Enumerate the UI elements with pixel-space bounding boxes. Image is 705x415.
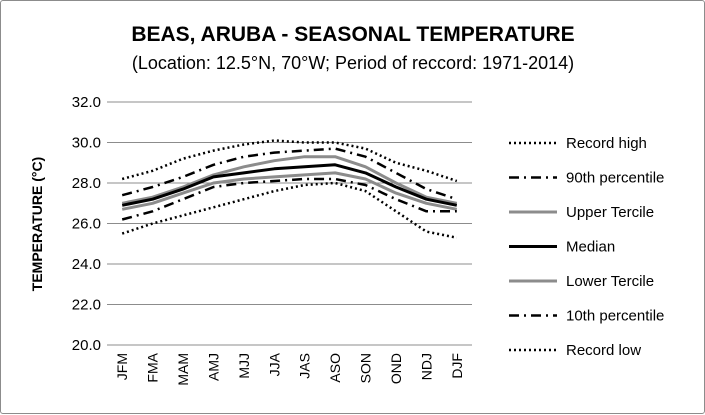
legend-label: 90th percentile bbox=[566, 170, 664, 187]
series-line-median bbox=[121, 163, 458, 207]
y-tick-label: 20.0 bbox=[72, 337, 101, 354]
x-tick-label: MAM bbox=[175, 353, 191, 386]
x-tick-label: MJJ bbox=[236, 353, 252, 379]
x-tick-label: DJF bbox=[449, 353, 465, 379]
legend-label: Lower Tercile bbox=[566, 273, 654, 290]
legend-label: Record high bbox=[566, 135, 647, 152]
y-tick-label: 28.0 bbox=[72, 175, 101, 192]
chart-title: BEAS, ARUBA - SEASONAL TEMPERATURE bbox=[131, 23, 574, 46]
legend-label: Upper Tercile bbox=[566, 204, 654, 221]
legend-label: Median bbox=[566, 239, 615, 256]
y-tick-label: 26.0 bbox=[72, 216, 101, 233]
x-tick-label: FMA bbox=[145, 352, 161, 382]
y-axis-ticks: 20.0 22.0 24.0 26.0 28.0 30.0 32.0 bbox=[72, 94, 101, 354]
y-tick-label: 24.0 bbox=[72, 256, 101, 273]
plot-series bbox=[121, 139, 458, 239]
legend-label: 10th percentile bbox=[566, 308, 664, 325]
x-tick-label: JAS bbox=[297, 353, 313, 379]
y-axis-label: TEMPERATURE (°C) bbox=[29, 157, 45, 291]
series-line-upper-tercile bbox=[121, 155, 458, 205]
y-tick-label: 22.0 bbox=[72, 297, 101, 314]
series-line-10th-percentile bbox=[121, 177, 457, 221]
x-tick-label: OND bbox=[388, 353, 404, 384]
x-tick-label: AMJ bbox=[205, 353, 221, 381]
series-line-90th-percentile bbox=[121, 147, 458, 201]
x-tick-label: ASO bbox=[327, 353, 343, 383]
legend-label: Record low bbox=[566, 342, 641, 359]
series-line-lower-tercile bbox=[121, 171, 458, 211]
gridlines bbox=[107, 101, 472, 346]
chart-subtitle: (Location: 12.5°N, 70°W; Period of recco… bbox=[132, 53, 574, 73]
x-tick-label: JJA bbox=[266, 352, 282, 376]
x-tick-label: SON bbox=[358, 353, 374, 383]
x-tick-label: JFM bbox=[114, 353, 130, 380]
legend: Record high 90th percentile Upper Tercile M… bbox=[509, 135, 664, 359]
x-axis-ticks: JFM FMA MAM AMJ MJJ JJA JAS ASO SON OND NDJ DJF bbox=[114, 352, 465, 385]
y-tick-label: 30.0 bbox=[72, 135, 101, 152]
x-tick-label: NDJ bbox=[418, 353, 434, 380]
y-tick-label: 32.0 bbox=[72, 94, 101, 111]
